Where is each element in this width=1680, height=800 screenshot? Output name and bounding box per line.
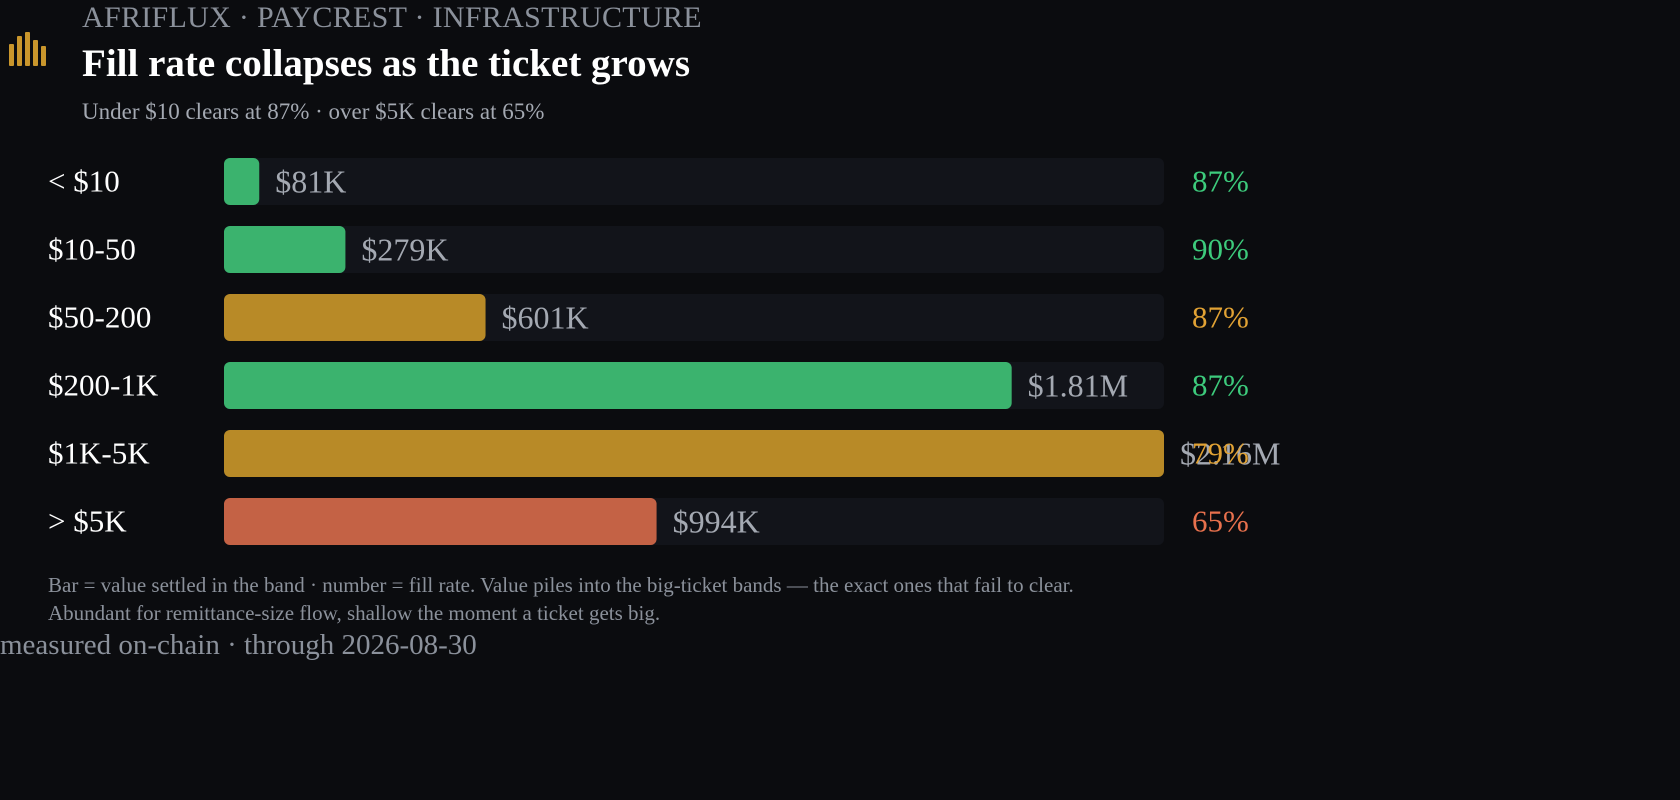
fill-rate-label: 79% <box>1192 436 1249 471</box>
fill-rate-label: 87% <box>1192 164 1249 199</box>
value-label: $994K <box>673 504 760 540</box>
bar-10-50 <box>224 226 346 273</box>
category-label: $10-50 <box>48 232 136 267</box>
footnote: Bar = value settled in the band · number… <box>48 571 1248 627</box>
category-label: $200-1K <box>48 368 159 403</box>
fill-rate-label: 90% <box>1192 232 1249 267</box>
category-label: > $5K <box>48 504 127 539</box>
bar-track-10-50 <box>224 226 1164 273</box>
bar-50-200 <box>224 294 486 341</box>
bar-chart: < $10 $81K 87% $10-50 $279K 90% $50-200 $601K 87… <box>48 158 1280 545</box>
value-label: $2.16M <box>1180 436 1280 472</box>
bar-10 <box>224 158 260 205</box>
bar-200-1k <box>224 362 1012 409</box>
footnote-line-2: Abundant for remittance-size flow, shall… <box>48 601 661 625</box>
fill-rate-label: 87% <box>1192 368 1249 403</box>
fill-rate-label: 65% <box>1192 504 1249 539</box>
chart-title: Fill rate collapses as the ticket grows <box>82 42 691 85</box>
bar-1k-5k <box>224 430 1164 477</box>
bar-track-10 <box>224 158 1164 205</box>
category-label: $50-200 <box>48 300 151 335</box>
source-note: measured on-chain · through 2026-08-30 <box>0 629 477 661</box>
category-label: $1K-5K <box>48 436 150 471</box>
bar-5k <box>224 498 657 545</box>
footnote-line-1: Bar = value settled in the band · number… <box>48 573 1074 597</box>
chart-subtitle: Under $10 clears at 87% · over $5K clear… <box>82 99 545 124</box>
fill-rate-label: 87% <box>1192 300 1249 335</box>
value-label: $601K <box>502 300 589 336</box>
value-label: $279K <box>361 232 448 268</box>
value-label: $1.81M <box>1028 368 1128 404</box>
value-label: $81K <box>275 164 346 200</box>
eyebrow-label: AFRIFLUX · PAYCREST · INFRASTRUCTURE <box>82 1 702 34</box>
bar-chart-icon <box>9 32 46 66</box>
category-label: < $10 <box>48 164 120 199</box>
